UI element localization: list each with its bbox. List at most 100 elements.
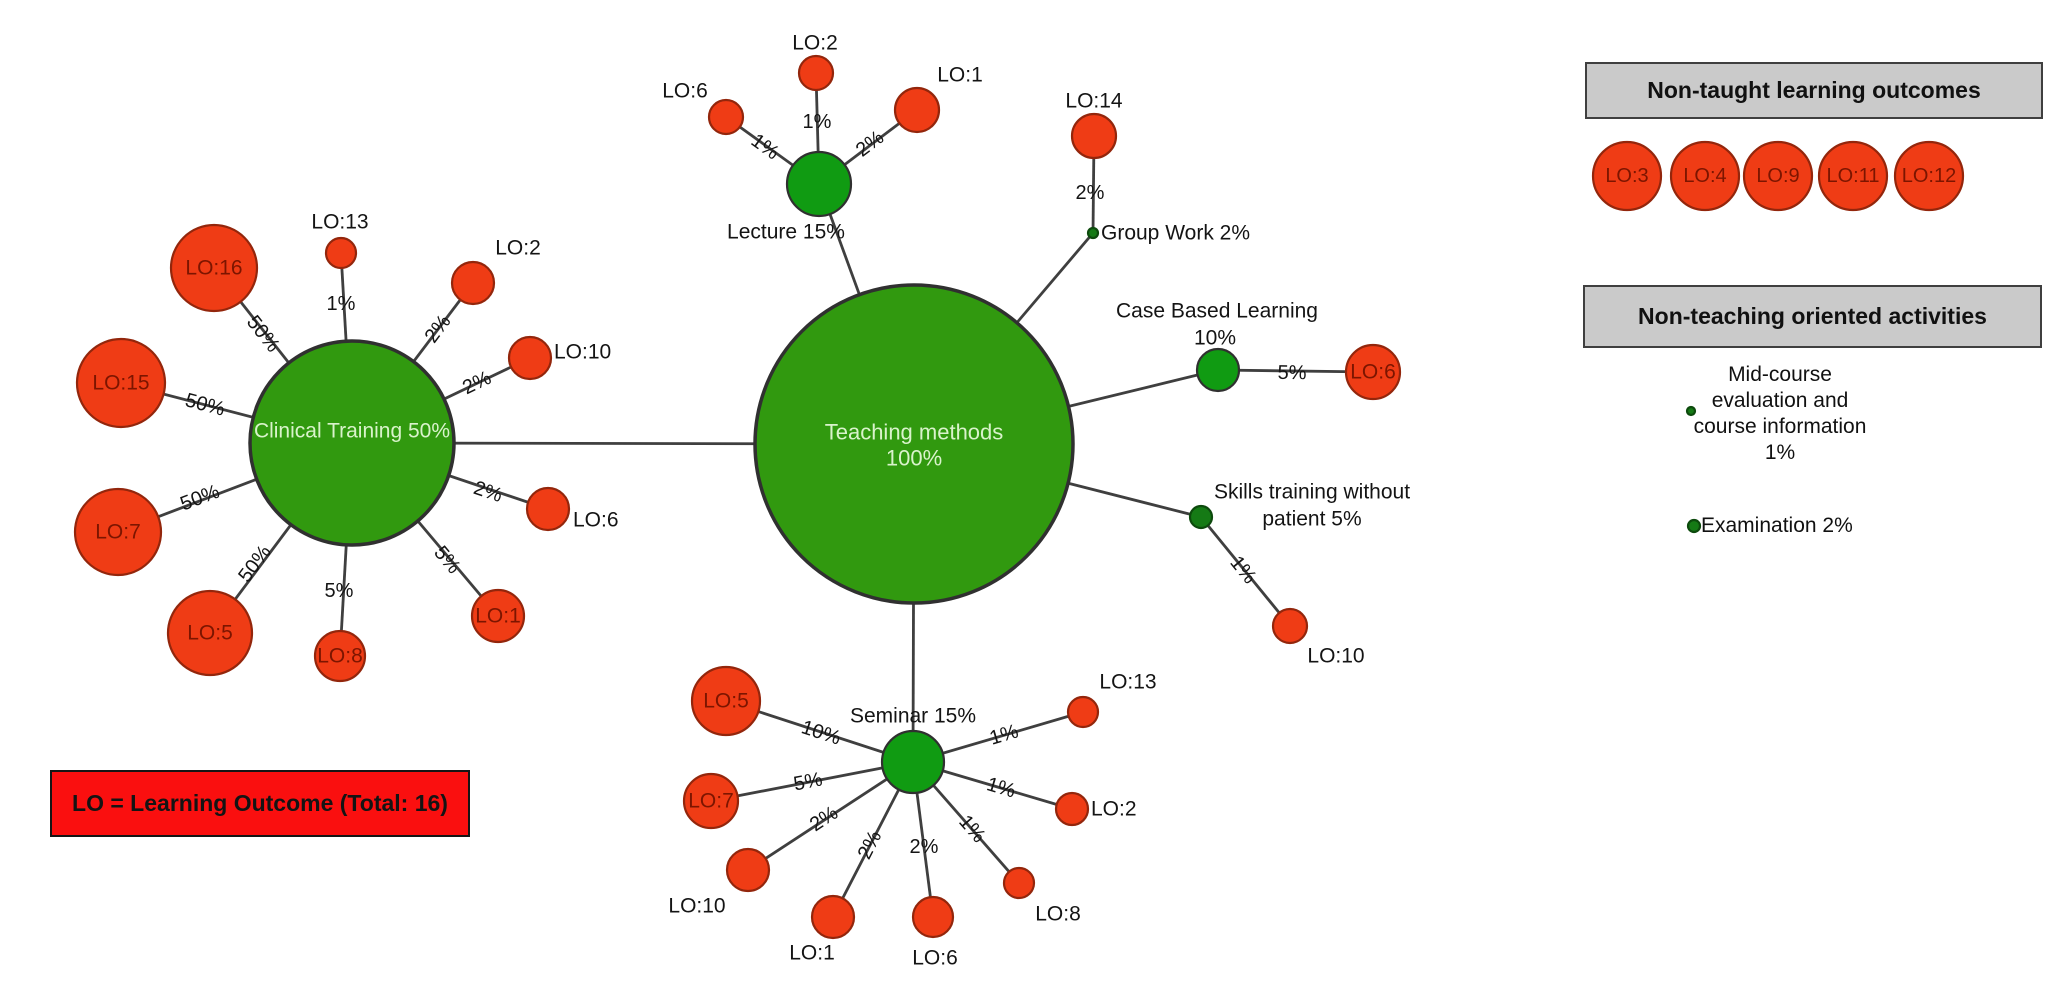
lo-node-clin-lo7 xyxy=(73,487,163,577)
edge-label-clinical-clin-lo8: 5% xyxy=(325,580,354,602)
edge-label-clinical-clin-lo10: 2% xyxy=(459,367,495,399)
edge-label-seminar-sem-lo7: 5% xyxy=(792,768,825,795)
node-label-gw-lo14: LO:14 xyxy=(1065,90,1123,113)
method-node-casebased xyxy=(1195,347,1241,393)
edge-label-clinical-clin-lo15: 50% xyxy=(183,389,227,420)
node-label-clin-lo7: LO:7 xyxy=(95,521,141,544)
edge-label-clinical-clin-lo7: 50% xyxy=(177,481,222,516)
node-label-clin-lo6: LO:6 xyxy=(573,509,619,532)
node-label-clinical: Clinical Training 50% xyxy=(254,420,450,443)
node-label-clin-lo10: LO:10 xyxy=(554,341,611,364)
lo-node-sem-lo10 xyxy=(725,847,771,893)
node-label-cbl-lo6: LO:6 xyxy=(1350,361,1396,384)
mid-course-line-4: 1% xyxy=(1764,441,1796,464)
non-taught-header: Non-taught learning outcomes xyxy=(1585,62,2043,119)
lo-node-sem-lo2 xyxy=(1054,791,1090,827)
node-label-lect-lo1: LO:1 xyxy=(937,64,983,87)
method-node-examination-dot xyxy=(1686,518,1702,534)
lo-node-gw-lo14 xyxy=(1070,112,1118,160)
method-node-midcourse-dot xyxy=(1685,405,1697,417)
skills-label-line2: patient 5% xyxy=(1262,508,1361,531)
lo-node-clin-lo16 xyxy=(169,223,259,313)
skills-label-line1: Skills training without xyxy=(1214,481,1410,504)
lo-node-sem-lo8 xyxy=(1002,866,1036,900)
lo-node-nt-lo3 xyxy=(1591,140,1663,212)
edge-label-seminar-sem-lo6: 2% xyxy=(910,836,939,858)
node-label-sem-lo1: LO:1 xyxy=(789,942,835,965)
node-label-sem-lo7: LO:7 xyxy=(688,790,734,813)
method-node-clinical xyxy=(248,339,456,547)
lo-node-clin-lo6 xyxy=(525,486,571,532)
node-label-groupwork: Group Work 2% xyxy=(1101,222,1250,245)
edge-label-seminar-sem-lo13: 1% xyxy=(987,720,1021,749)
node-label-sem-lo2: LO:2 xyxy=(1091,798,1137,821)
node-label-clin-lo15: LO:15 xyxy=(92,372,149,395)
node-label-nt-lo3: LO:3 xyxy=(1605,165,1648,187)
node-label-nt-lo9: LO:9 xyxy=(1756,165,1799,187)
teaching-label-line2: 100% xyxy=(886,446,942,471)
mid-course-label: Mid-course evaluation and course informa… xyxy=(1650,362,1910,466)
node-label-clin-lo5: LO:5 xyxy=(187,622,233,645)
edge-label-clinical-clin-lo1: 5% xyxy=(429,542,465,578)
lo-node-cbl-lo6 xyxy=(1344,343,1402,401)
node-label-clin-lo16: LO:16 xyxy=(185,257,242,280)
node-label-lect-lo6: LO:6 xyxy=(662,80,708,103)
node-label-clin-lo8: LO:8 xyxy=(317,645,363,668)
lo-node-sem-lo7 xyxy=(682,772,740,830)
examination-label: Examination 2% xyxy=(1701,514,1853,537)
edge-skills-skl-lo10 xyxy=(1199,516,1292,627)
method-node-groupwork xyxy=(1086,226,1100,240)
edge-label-clinical-clin-lo5: 50% xyxy=(234,541,276,586)
edge-label-seminar-sem-lo5: 10% xyxy=(799,716,844,749)
teaching-label-line1: Teaching methods xyxy=(825,420,1004,445)
method-node-lecture xyxy=(785,150,853,218)
node-label-sem-lo8: LO:8 xyxy=(1035,903,1081,926)
lo-node-clin-lo5 xyxy=(166,589,254,677)
lo-node-lect-lo6 xyxy=(707,98,745,136)
node-label-clin-lo1: LO:1 xyxy=(475,605,521,628)
lo-node-skl-lo10 xyxy=(1271,607,1309,645)
node-label-sem-lo5: LO:5 xyxy=(703,690,749,713)
node-label-clin-lo13: LO:13 xyxy=(311,211,368,234)
edge-seminar-sem-lo7 xyxy=(710,760,914,803)
mid-course-line-2: evaluation and xyxy=(1711,389,1849,412)
edge-label-clinical-clin-lo6: 2% xyxy=(471,477,506,507)
lo-node-lect-lo2 xyxy=(797,54,835,92)
casebased-pct: 10% xyxy=(1194,327,1236,350)
legend-box: LO = Learning Outcome (Total: 16) xyxy=(50,770,470,837)
casebased-label: Case Based Learning xyxy=(1116,300,1318,323)
lo-node-clin-lo10 xyxy=(507,335,553,381)
edge-label-casebased-cbl-lo6: 5% xyxy=(1277,362,1306,384)
edge-label-seminar-sem-lo2: 1% xyxy=(984,773,1018,802)
lo-node-clin-lo8 xyxy=(313,629,367,683)
edge-label-clinical-clin-lo13: 1% xyxy=(327,293,356,315)
non-teaching-header: Non-teaching oriented activities xyxy=(1583,285,2042,348)
lo-node-sem-lo13 xyxy=(1066,695,1100,729)
node-label-seminar: Seminar 15% xyxy=(850,705,976,728)
node-label-sem-lo10: LO:10 xyxy=(668,895,725,918)
edge-label-groupwork-gw-lo14: 2% xyxy=(1076,182,1105,204)
lo-node-clin-lo15 xyxy=(75,337,167,429)
edge-label-lecture-lect-lo2: 1% xyxy=(803,111,832,133)
node-label-clin-lo2: LO:2 xyxy=(495,237,541,260)
lo-node-clin-lo1 xyxy=(470,588,526,644)
node-label-sem-lo6: LO:6 xyxy=(912,947,958,970)
node-label-nt-lo11: LO:11 xyxy=(1827,165,1880,187)
edge-label-seminar-sem-lo1: 2% xyxy=(854,827,887,863)
method-node-seminar xyxy=(880,729,946,795)
node-label-lect-lo2: LO:2 xyxy=(792,32,838,55)
mid-course-line-3: course information xyxy=(1693,415,1867,438)
node-label-sem-lo13: LO:13 xyxy=(1099,671,1156,694)
lo-node-nt-lo9 xyxy=(1742,140,1814,212)
method-node-teaching xyxy=(753,283,1075,605)
node-label-lecture: Lecture 15% xyxy=(727,221,845,244)
node-label-nt-lo12: LO:12 xyxy=(1902,165,1956,187)
edge-seminar-sem-lo10 xyxy=(747,760,914,872)
lo-node-sem-lo6 xyxy=(911,895,955,939)
mid-course-line-1: Mid-course xyxy=(1728,363,1832,386)
lo-node-clin-lo13 xyxy=(324,236,358,270)
lo-node-lect-lo1 xyxy=(893,86,941,134)
lo-node-nt-lo11 xyxy=(1817,140,1889,212)
